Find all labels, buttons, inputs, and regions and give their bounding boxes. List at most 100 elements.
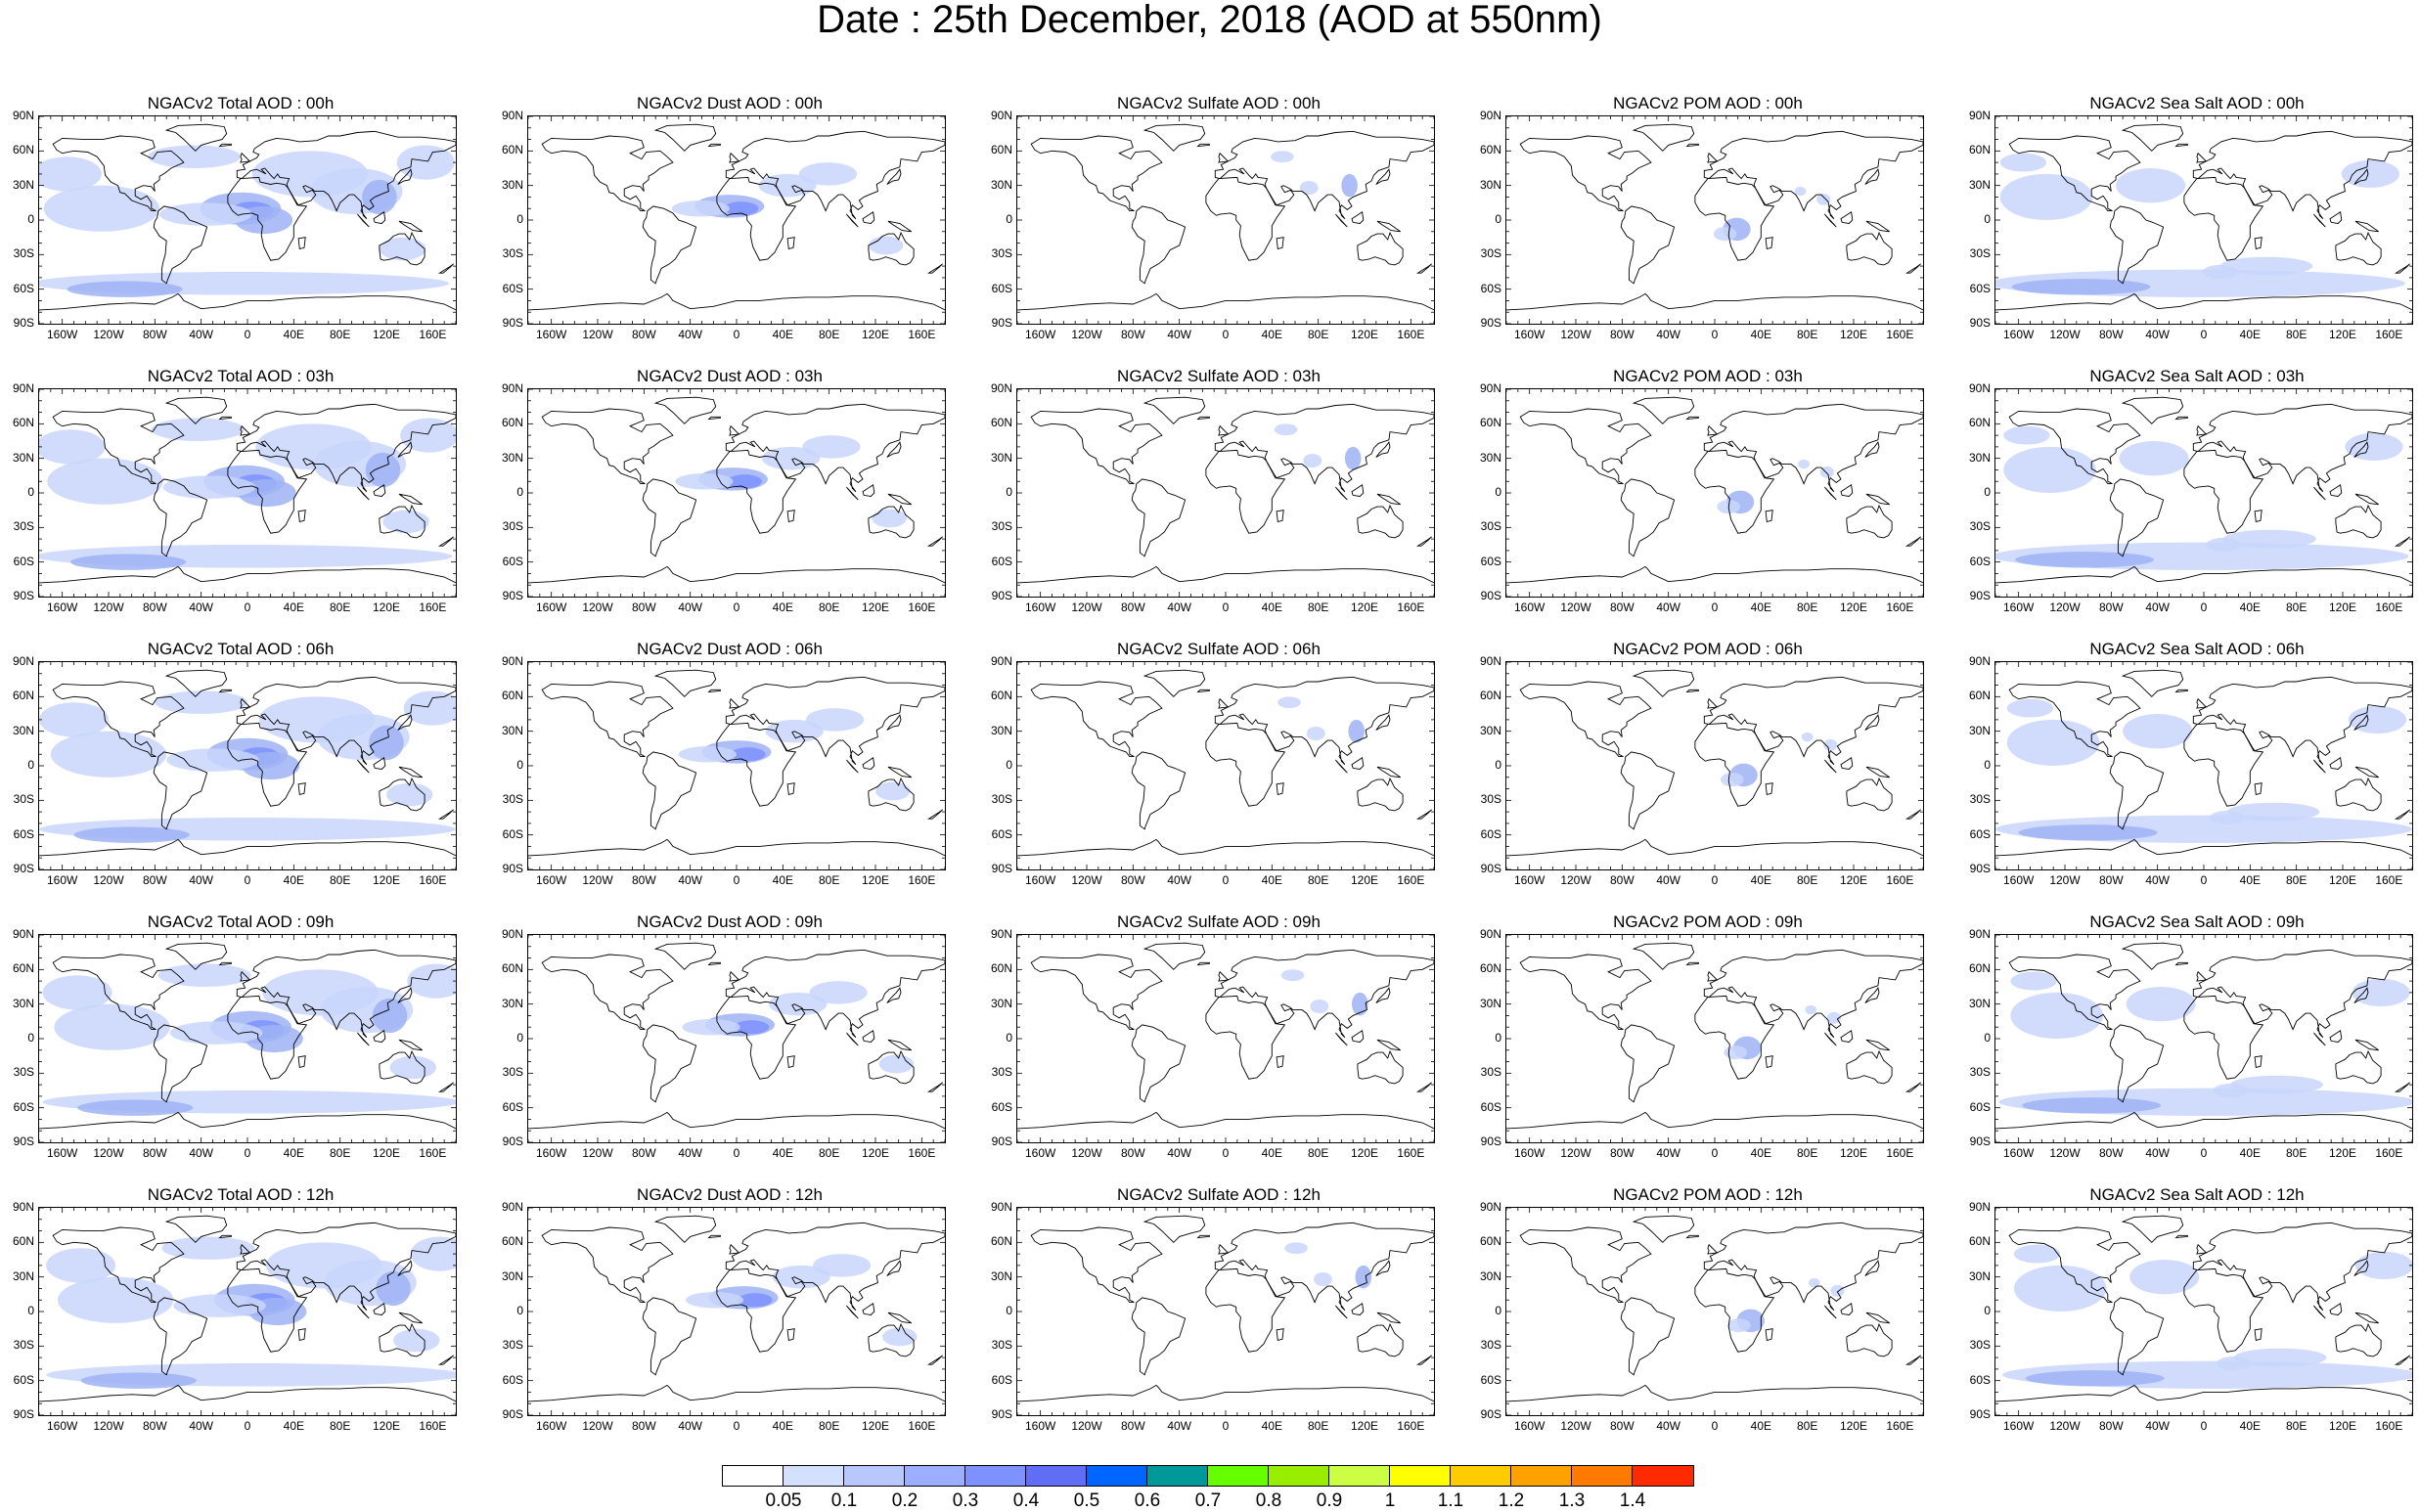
aod-shading [1720,773,1744,787]
aod-shading [813,1254,872,1277]
aod-shading [251,151,369,198]
coastline [2192,949,2412,1039]
map-panel-dust-aod-09h: NGACv2 Dust AOD : 09h 90N 60N 30N 0 30S 60S 90S… [490,912,969,1167]
aod-shading [2341,159,2399,189]
coastline [1214,949,1434,1039]
coastline [2121,396,2184,424]
lon-label: 160E [1886,328,1914,341]
coastline [2313,213,2326,228]
coastline [868,1322,915,1357]
coastline [153,1024,208,1103]
aod-shading [2217,1356,2252,1371]
coastline [2183,995,2264,1080]
coastline [379,231,426,266]
map-frame [1016,1207,1435,1416]
lat-label: 90S [502,1407,523,1421]
lat-label: 90N [12,381,34,395]
coastline [2109,205,2165,285]
coastline [2353,441,2369,458]
colorbar-swatch [1633,1466,1693,1486]
lon-label: 40W [1656,1146,1680,1160]
coastline [1685,416,1699,421]
lon-label: 120W [1071,328,1102,341]
aod-shading [678,745,737,763]
lon-label: 120E [1350,1146,1379,1160]
lon-label: 40W [2145,1146,2170,1160]
lon-label: 40W [2145,1419,2170,1433]
coastline [1218,424,1230,436]
map-panel-seasalt-aod-03h: NGACv2 Sea Salt AOD : 03h 90N 60N 30N 0 30S 60… [1957,367,2419,621]
lon-label: 80W [142,873,167,887]
lon-label: 80E [818,1146,840,1160]
lat-label: 60S [991,826,1012,841]
map-panel-dust-aod-03h: NGACv2 Dust AOD : 03h 90N 60N 30N 0 30S 60S 90S… [490,367,969,621]
coastline [2254,782,2262,795]
coastline [1030,1226,1163,1304]
coastline [1335,1305,1348,1319]
panel-title: NGACv2 Dust AOD : 06h [637,640,823,658]
aod-shading [2226,802,2320,822]
antarctic-coastline [1995,1111,2412,1130]
lat-label: 60S [502,826,523,841]
colorbar: 0.05 0.1 0.2 0.3 0.4 0.5 0.6 0.7 0.8 0.9 1 1.1 1.2 1.… [722,1465,1694,1511]
aod-shading [734,1020,770,1035]
panel-title: NGACv2 POM AOD : 00h [1613,94,1803,112]
aod-shading [2018,824,2158,841]
antarctic-coastline [1017,1111,1434,1130]
aod-shading [731,747,766,762]
lat-label: 30N [1479,1268,1501,1283]
coastline [887,220,912,233]
lat-label: 90S [502,316,523,330]
lon-label: 80W [1120,600,1145,614]
lon-label: 160W [1024,873,1056,887]
coastline [1840,211,1854,224]
aod-shading [1274,423,1298,436]
coastline [2008,1226,2141,1304]
coastline [846,1032,859,1046]
lon-label: 160E [908,328,936,341]
lon-label: 40W [1167,328,1191,341]
world-map [1017,116,1434,324]
lon-label: 80W [142,1146,167,1160]
lat-label: 60N [501,1234,523,1249]
coastline [1335,486,1348,501]
world-map [1995,1208,2412,1415]
panel-title: NGACv2 Total AOD : 03h [147,367,335,385]
aod-shading [2022,1097,2162,1114]
coastline [2329,757,2343,770]
lat-label: 30N [990,723,1012,737]
coastline [886,987,902,1003]
aod-shading [2223,529,2316,549]
coastline [886,441,902,458]
world-map [528,116,945,324]
world-map [528,935,945,1142]
coastline [2335,231,2382,266]
map-frame [1016,661,1435,870]
coastline [887,1312,912,1324]
coastline [2313,486,2326,501]
antarctic-coastline [1506,1384,1923,1402]
lat-label: 90S [991,589,1012,602]
lon-label: 160W [46,600,78,614]
coastline [1030,135,1163,212]
coastline [2353,714,2369,731]
coastline [2353,1260,2369,1276]
world-map [39,1208,456,1415]
aod-shading [882,1327,918,1347]
colorbar-label: 0.6 [1134,1490,1161,1511]
coastline [1218,970,1230,982]
lon-label: 40W [1167,600,1191,614]
aod-shading [2123,714,2193,749]
coastline [2354,766,2379,778]
coastline [153,478,208,557]
lon-label: 40E [283,328,304,341]
coastline [357,486,370,501]
map-frame [1016,388,1435,598]
coastline [218,1234,232,1239]
coastline [653,942,717,970]
coastline [437,536,454,547]
coastline [1864,441,1880,458]
lon-label: 40E [1750,1146,1771,1160]
coastline [846,213,859,228]
aod-shading [875,781,911,801]
